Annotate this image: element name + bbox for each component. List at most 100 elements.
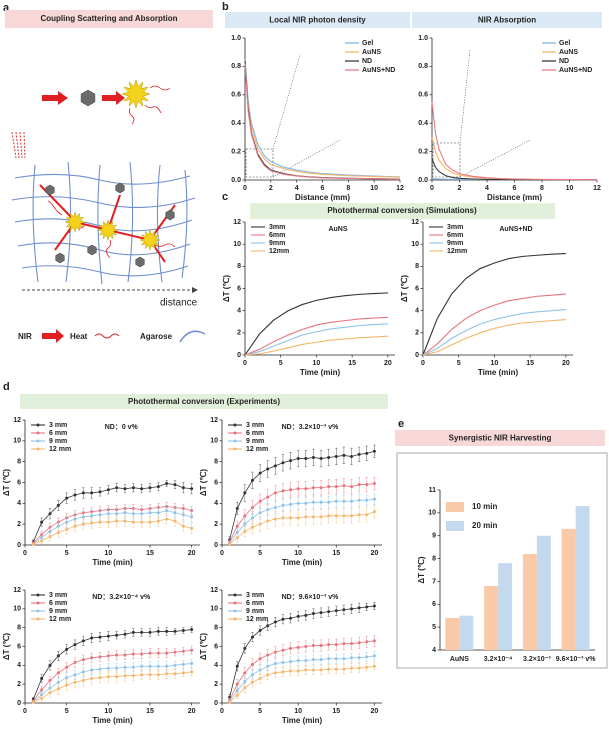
- data-point: [372, 604, 376, 608]
- legend-label: 10 min: [472, 502, 497, 511]
- bar: [445, 618, 460, 650]
- y-tick-label: 4: [214, 662, 218, 669]
- data-point: [243, 686, 247, 690]
- data-point: [311, 500, 315, 504]
- legend-marker: [233, 601, 237, 605]
- data-point: [372, 482, 376, 486]
- data-point: [65, 665, 69, 669]
- data-point: [65, 520, 69, 524]
- data-point: [342, 657, 346, 661]
- ray: [15, 131, 20, 159]
- data-point: [48, 535, 52, 539]
- panel-label: e: [398, 418, 404, 430]
- data-point: [304, 659, 308, 663]
- legend-label: ND: [559, 58, 569, 65]
- data-point: [289, 516, 293, 520]
- legend-marker: [36, 617, 40, 621]
- data-point: [90, 636, 94, 640]
- data-point: [123, 653, 127, 657]
- nanodiamond: [45, 184, 55, 196]
- y-tick-label: 8: [432, 555, 436, 562]
- data-point: [266, 519, 270, 523]
- data-point: [165, 629, 169, 633]
- legend-label: Agarose: [140, 332, 173, 341]
- legend-label: ND: [362, 58, 372, 65]
- x-axis-label: Time (min): [478, 368, 519, 377]
- data-point: [365, 605, 369, 609]
- data-point: [56, 503, 60, 507]
- data-point: [273, 491, 277, 495]
- data-point: [365, 655, 369, 659]
- data-point: [289, 459, 293, 463]
- data-point: [131, 652, 135, 656]
- legend-swatch: [446, 502, 464, 512]
- heat: [106, 239, 112, 259]
- legend-label: 9 mm: [246, 608, 264, 615]
- data-point: [190, 648, 194, 652]
- data-point: [115, 486, 119, 490]
- x-tick-label: 10: [294, 708, 302, 715]
- legend-marker: [233, 423, 237, 427]
- data-point: [235, 664, 239, 668]
- data-point: [123, 519, 127, 523]
- data-point: [81, 491, 85, 495]
- heat: [154, 243, 176, 248]
- x-tick-label: 8: [540, 185, 544, 192]
- data-point: [258, 668, 262, 672]
- data-point: [181, 507, 185, 511]
- x-tick-label: 6: [321, 185, 325, 192]
- y-tick-label: 6: [17, 643, 21, 650]
- data-point: [190, 670, 194, 674]
- y-tick-label: 0: [237, 352, 241, 359]
- data-point: [296, 457, 300, 461]
- y-tick-label: 4: [415, 308, 419, 315]
- data-point: [73, 643, 77, 647]
- data-point: [281, 648, 285, 652]
- bar: [498, 563, 513, 650]
- ray: [11, 131, 17, 159]
- fiber: [97, 164, 103, 285]
- data-point: [65, 527, 69, 531]
- data-point: [81, 658, 85, 662]
- gold-nanostar: [97, 219, 119, 241]
- data-point: [165, 651, 169, 655]
- y-tick-label: 0.4: [418, 120, 428, 127]
- data-point: [304, 501, 308, 505]
- data-point: [350, 666, 354, 670]
- data-point: [90, 514, 94, 518]
- series-line: [431, 158, 597, 181]
- data-point: [123, 487, 127, 491]
- x-tick-label: 4: [485, 185, 489, 192]
- data-point: [372, 639, 376, 643]
- x-axis-label: Time (min): [92, 558, 133, 567]
- data-point: [181, 649, 185, 653]
- chart: 0 2 4 6 8 10 12 0 5 10 15 20 Time (min) ΔT (℃) AuNS+ND…: [400, 219, 573, 377]
- x-tick-label: 2: [269, 185, 273, 192]
- data-point: [327, 610, 331, 614]
- x-tick-label: AuNS: [450, 656, 469, 663]
- annotation: ND：0 v%: [105, 424, 139, 431]
- data-point: [350, 454, 354, 458]
- x-tick-label: 5: [65, 550, 69, 557]
- chart: 0 2 4 6 8 10 12 0 5 10 15 20 Time (min) ΔT (℃) ND：9.6×…: [199, 587, 382, 725]
- series-line: [422, 309, 566, 356]
- diagram: [11, 79, 206, 343]
- data-point: [48, 529, 52, 533]
- data-point: [289, 502, 293, 506]
- diagram-title: Coupling Scattering and Absorption: [40, 14, 177, 23]
- data-point: [266, 673, 270, 677]
- fiber: [181, 169, 188, 279]
- panel-label: a: [3, 2, 10, 14]
- y-tick-label: 10: [13, 606, 21, 613]
- y-tick-label: 1.0: [418, 35, 428, 42]
- data-point: [106, 512, 110, 516]
- data-point: [281, 670, 285, 674]
- x-axis-label: Distance (mm): [295, 193, 350, 202]
- data-point: [148, 630, 152, 634]
- legend-marker: [233, 609, 237, 613]
- panel-frame: [396, 452, 608, 669]
- legend-label: 3mm: [269, 224, 285, 231]
- legend-label: AuNS+ND: [362, 67, 395, 74]
- data-point: [273, 650, 277, 654]
- data-point: [281, 617, 285, 621]
